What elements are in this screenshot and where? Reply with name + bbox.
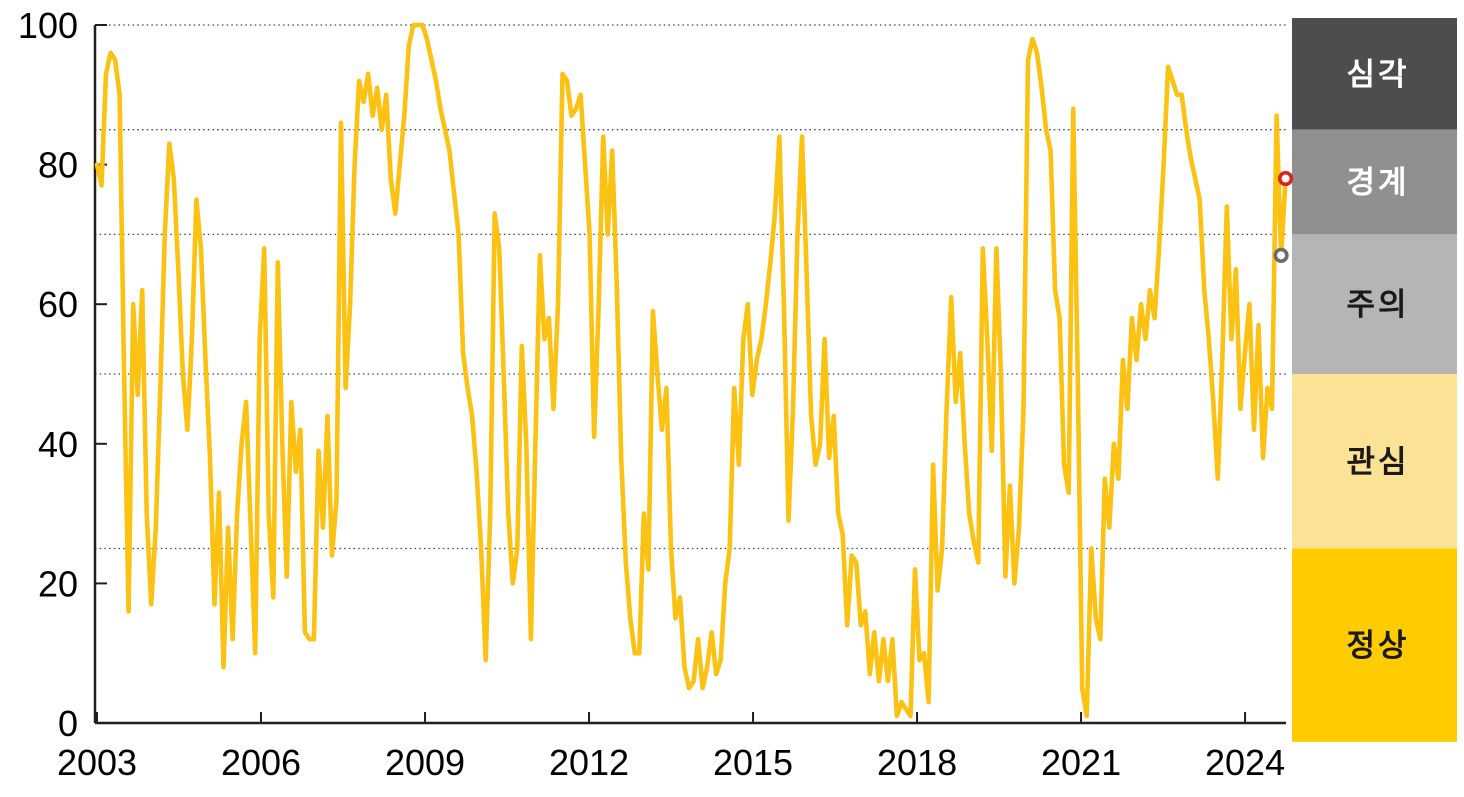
legend-band-severe [1292, 18, 1457, 130]
legend-band-label-caution: 주의 [1346, 287, 1409, 322]
x-tick-label-2003: 2003 [57, 742, 137, 783]
x-tick-label-2012: 2012 [549, 742, 629, 783]
legend-band-alert [1292, 129, 1457, 235]
legend-band-label-normal: 정상 [1346, 628, 1409, 663]
x-tick-label-2024: 2024 [1205, 742, 1285, 783]
y-tick-label-60: 60 [38, 284, 78, 325]
y-tick-label-80: 80 [38, 145, 78, 186]
y-tick-label-0: 0 [58, 703, 78, 744]
x-tick-label-2009: 2009 [385, 742, 465, 783]
x-tick-label-2021: 2021 [1041, 742, 1121, 783]
legend-band-caution [1292, 234, 1457, 374]
x-tick-label-2015: 2015 [713, 742, 793, 783]
y-tick-label-40: 40 [38, 424, 78, 465]
previous-point-marker [1273, 247, 1289, 263]
legend-band-label-severe: 심각 [1346, 57, 1409, 92]
legend-band-label-watch: 관심 [1346, 444, 1409, 479]
x-tick-label-2006: 2006 [221, 742, 301, 783]
legend-band-watch [1292, 374, 1457, 549]
y-tick-label-100: 100 [18, 5, 78, 46]
legend-band-normal [1292, 548, 1457, 742]
x-tick-label-2018: 2018 [877, 742, 957, 783]
y-tick-label-20: 20 [38, 563, 78, 604]
legend-band-label-alert: 경계 [1346, 165, 1409, 200]
risk-index-line [94, 22, 1288, 719]
latest-point-marker [1277, 170, 1294, 187]
